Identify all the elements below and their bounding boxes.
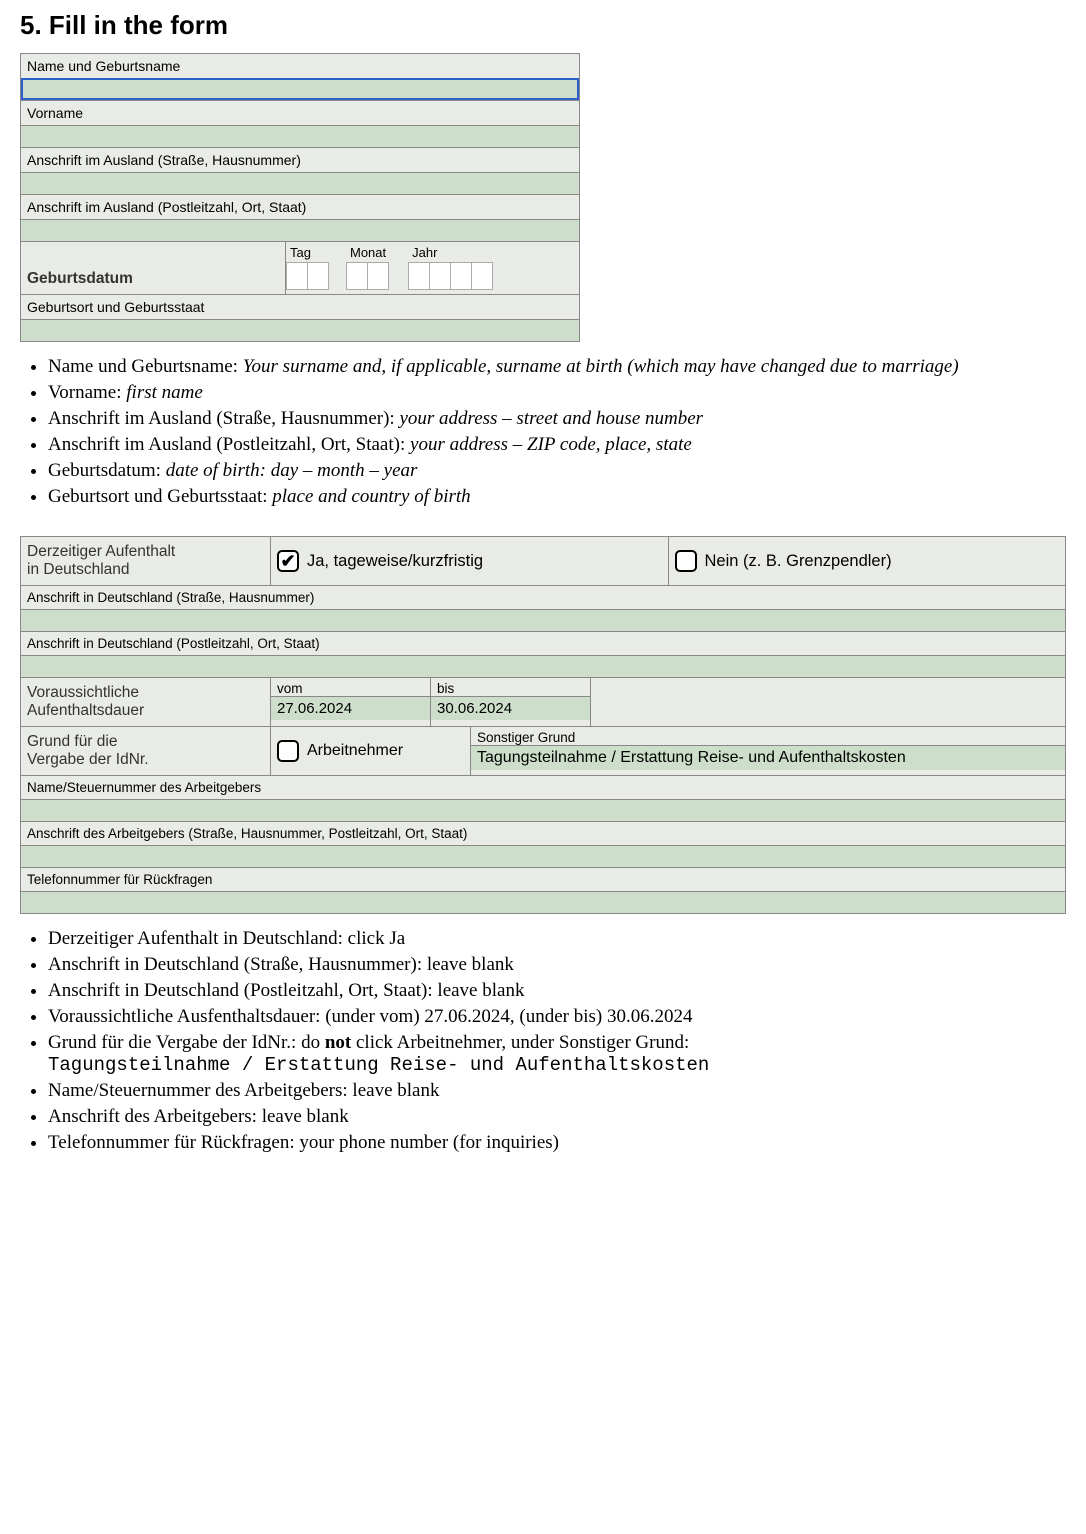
- label-anschrift-de-plz: Anschrift in Deutschland (Postleitzahl, …: [21, 632, 1065, 655]
- checkbox-nein[interactable]: [675, 550, 697, 572]
- label-sonstiger: Sonstiger Grund: [471, 727, 1065, 745]
- input-arbeitgeber-anschrift[interactable]: [21, 845, 1065, 867]
- input-anschrift-plz[interactable]: [21, 219, 579, 241]
- label-arbeitgeber-name: Name/Steuernummer des Arbeitgebers: [21, 776, 1065, 799]
- input-arbeitgeber-name[interactable]: [21, 799, 1065, 821]
- label-name-geburtsname: Name und Geburtsname: [21, 54, 579, 78]
- list2-i4: Voraussichtliche Ausfenthaltsdauer: (und…: [48, 1006, 692, 1027]
- input-geburtsdatum-monat[interactable]: [346, 260, 390, 294]
- list2-i6: Name/Steuernummer des Arbeitgebers: leav…: [48, 1080, 439, 1101]
- input-geburtsdatum-jahr[interactable]: [408, 260, 492, 294]
- label-aufenthalt-l2: in Deutschland: [27, 561, 130, 578]
- input-anschrift-de-plz[interactable]: [21, 655, 1065, 677]
- label-vorname: Vorname: [21, 101, 579, 125]
- explanation-list-2: Derzeitiger Aufenthalt in Deutschland: c…: [48, 928, 1066, 1154]
- list1-desc-5: place and country of birth: [272, 486, 470, 507]
- label-geburtsort: Geburtsort und Geburtsstaat: [21, 295, 579, 319]
- label-arbeitnehmer: Arbeitnehmer: [307, 742, 403, 760]
- checkbox-ja[interactable]: ✔: [277, 550, 299, 572]
- input-bis[interactable]: 30.06.2024: [431, 696, 590, 720]
- form-aufenthalt: Derzeitiger Aufenthalt in Deutschland ✔ …: [20, 536, 1066, 914]
- explanation-list-1: Name und Geburtsname: Your surname and, …: [48, 356, 1066, 508]
- label-aufenthaltsdauer-l1: Voraussichtliche: [27, 684, 139, 701]
- list1-desc-0: Your surname and, if applicable, surname…: [243, 356, 959, 377]
- label-aufenthalt-l1: Derzeitiger Aufenthalt: [27, 543, 175, 560]
- label-arbeitgeber-anschrift: Anschrift des Arbeitgebers (Straße, Haus…: [21, 822, 1065, 845]
- label-ja: Ja, tageweise/kurzfristig: [307, 552, 483, 571]
- list1-term-1: Vorname:: [48, 382, 126, 403]
- label-aufenthaltsdauer-l2: Aufenthaltsdauer: [27, 702, 144, 719]
- list2-i5d: Tagungsteilnahme / Erstattung Reise- und…: [48, 1054, 709, 1076]
- list1-term-4: Geburtsdatum:: [48, 460, 166, 481]
- label-jahr: Jahr: [408, 242, 492, 260]
- list2-i8: Telefonnummer für Rückfragen: your phone…: [48, 1132, 559, 1153]
- list1-term-0: Name und Geburtsname:: [48, 356, 243, 377]
- label-monat: Monat: [346, 242, 390, 260]
- input-sonstiger[interactable]: Tagungsteilnahme / Erstattung Reise- und…: [471, 745, 1065, 770]
- list1-desc-4: date of birth: day – month – year: [166, 460, 418, 481]
- input-telefon[interactable]: [21, 891, 1065, 913]
- label-anschrift-plz: Anschrift im Ausland (Postleitzahl, Ort,…: [21, 195, 579, 219]
- checkbox-arbeitnehmer[interactable]: [277, 740, 299, 762]
- list1-desc-3: your address – ZIP code, place, state: [410, 434, 692, 455]
- list2-i7: Anschrift des Arbeitgebers: leave blank: [48, 1106, 349, 1127]
- label-tag: Tag: [286, 242, 328, 260]
- list2-i5b: not: [325, 1032, 351, 1053]
- list1-desc-1: first name: [126, 382, 203, 403]
- input-vorname[interactable]: [21, 125, 579, 147]
- input-geburtsdatum-tag[interactable]: [286, 260, 328, 294]
- section-heading: 5. Fill in the form: [20, 10, 1066, 41]
- label-nein: Nein (z. B. Grenzpendler): [705, 552, 892, 571]
- input-anschrift-strasse[interactable]: [21, 172, 579, 194]
- list1-desc-2: your address – street and house number: [399, 408, 703, 429]
- label-telefon: Telefonnummer für Rückfragen: [21, 868, 1065, 891]
- list2-i3: Anschrift in Deutschland (Postleitzahl, …: [48, 980, 524, 1001]
- input-vom[interactable]: 27.06.2024: [271, 696, 430, 720]
- form-personal-data: Name und Geburtsname Vorname Anschrift i…: [20, 53, 580, 342]
- input-geburtsort[interactable]: [21, 319, 579, 341]
- label-grund-l2: Vergabe der IdNr.: [27, 751, 149, 768]
- list1-term-5: Geburtsort und Geburtsstaat:: [48, 486, 272, 507]
- list2-i2: Anschrift in Deutschland (Straße, Hausnu…: [48, 954, 514, 975]
- input-anschrift-de-strasse[interactable]: [21, 609, 1065, 631]
- label-anschrift-de-strasse: Anschrift in Deutschland (Straße, Hausnu…: [21, 586, 1065, 609]
- label-geburtsdatum: Geburtsdatum: [21, 242, 286, 294]
- label-bis: bis: [431, 678, 590, 696]
- list1-term-3: Anschrift im Ausland (Postleitzahl, Ort,…: [48, 434, 410, 455]
- list2-i1: Derzeitiger Aufenthalt in Deutschland: c…: [48, 928, 405, 949]
- label-vom: vom: [271, 678, 430, 696]
- list2-i5a: Grund für die Vergabe der IdNr.: do: [48, 1032, 325, 1053]
- input-name-geburtsname[interactable]: [21, 78, 579, 100]
- label-anschrift-strasse: Anschrift im Ausland (Straße, Hausnummer…: [21, 148, 579, 172]
- list1-term-2: Anschrift im Ausland (Straße, Hausnummer…: [48, 408, 399, 429]
- label-grund-l1: Grund für die: [27, 733, 117, 750]
- list2-i5c: click Arbeitnehmer, under Sonstiger Grun…: [351, 1032, 689, 1053]
